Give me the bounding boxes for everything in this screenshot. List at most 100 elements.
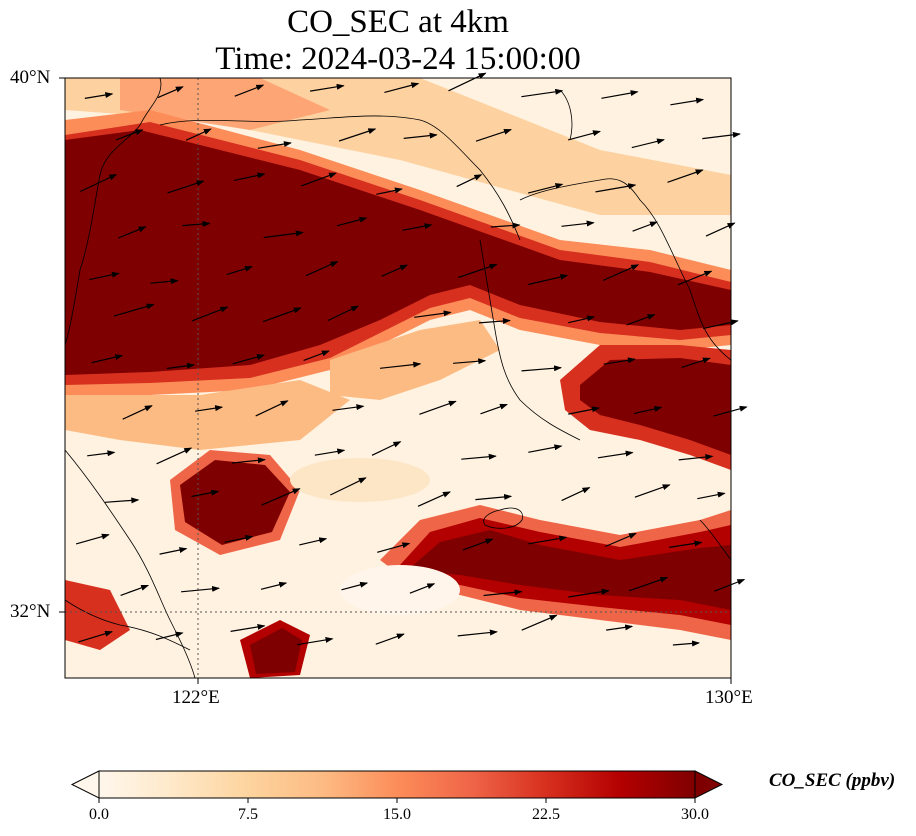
wind-arrow xyxy=(527,183,564,194)
wind-arrow xyxy=(297,636,334,646)
wind-arrow xyxy=(257,141,292,149)
wind-arrow xyxy=(301,172,337,187)
wind-arrow xyxy=(521,614,558,631)
wind-arrow xyxy=(702,131,741,140)
wind-arrow xyxy=(409,583,436,594)
wind-arrow xyxy=(480,403,508,415)
wind-arrow xyxy=(226,265,253,276)
lon-label-left: 122°E xyxy=(172,687,220,708)
wind-arrow xyxy=(310,83,345,92)
wind-arrow xyxy=(195,405,224,412)
wind-arrow xyxy=(528,444,563,453)
wind-arrow xyxy=(603,357,636,365)
wind-arrow xyxy=(89,271,120,281)
wind-arrow xyxy=(601,90,639,99)
wind-arrow xyxy=(230,623,266,632)
wind-arrow xyxy=(375,633,405,645)
wind-arrow xyxy=(681,357,711,368)
wind-arrow xyxy=(115,129,144,141)
wind-arrow xyxy=(632,221,658,232)
wind-arrow xyxy=(568,315,596,324)
wind-arrow xyxy=(261,488,301,506)
wind-arrow xyxy=(338,128,377,142)
wind-arrow xyxy=(231,457,266,464)
wind-arrow xyxy=(181,585,220,593)
wind-arrow xyxy=(262,307,302,323)
wind-arrow xyxy=(303,350,330,361)
colorbar-tick-0: 0.0 xyxy=(89,806,109,823)
wind-arrow xyxy=(628,576,669,592)
wind-arrow xyxy=(561,220,595,227)
colorbar-title: CO_SEC (ppbv) xyxy=(769,770,896,791)
lat-label-bottom: 32°N xyxy=(10,601,51,622)
wind-arrow xyxy=(634,484,671,498)
wind-vectors xyxy=(75,72,748,647)
wind-arrow xyxy=(475,493,513,501)
wind-arrow xyxy=(490,222,521,229)
wind-arrow xyxy=(567,130,601,141)
wind-arrow xyxy=(677,270,713,286)
coastlines xyxy=(65,78,731,678)
wind-arrow xyxy=(305,261,339,277)
wind-arrow xyxy=(122,405,153,420)
wind-arrow xyxy=(678,454,714,461)
wind-arrow xyxy=(419,400,457,415)
lon-label-right: 130°E xyxy=(705,687,753,708)
wind-arrow xyxy=(341,581,369,591)
wind-arrow xyxy=(299,537,328,546)
colorbar-tick-3: 22.5 xyxy=(532,806,560,823)
wind-arrow xyxy=(403,132,438,139)
wind-arrow xyxy=(561,487,591,502)
wind-arrow xyxy=(702,319,739,330)
wind-arrow xyxy=(377,542,411,553)
wind-arrow xyxy=(78,630,113,643)
wind-arrow xyxy=(157,86,184,99)
wind-arrow xyxy=(159,547,188,555)
wind-arrow xyxy=(568,406,600,415)
wind-arrow xyxy=(120,584,150,596)
map-frame xyxy=(64,77,732,679)
wind-arrow xyxy=(117,226,147,239)
wind-arrow xyxy=(478,318,511,325)
wind-arrow xyxy=(84,92,114,99)
axis-ticks xyxy=(59,77,732,684)
lat-label-top: 40°N xyxy=(10,67,51,88)
wind-arrow xyxy=(330,477,367,496)
wind-arrow xyxy=(528,535,568,545)
wind-arrow xyxy=(233,172,266,181)
wind-arrow xyxy=(605,532,637,548)
wind-arrow xyxy=(697,491,726,500)
wind-arrow xyxy=(191,306,229,322)
colorbar xyxy=(70,770,724,803)
wind-arrow xyxy=(185,128,212,141)
wind-arrow xyxy=(521,88,564,98)
wind-arrow xyxy=(191,489,220,498)
wind-arrow xyxy=(595,183,637,193)
wind-arrow xyxy=(633,405,663,415)
wind-arrow xyxy=(597,450,634,459)
wind-arrow xyxy=(483,589,523,597)
concentration-field xyxy=(65,78,731,678)
wind-arrow xyxy=(417,491,451,507)
wind-arrow xyxy=(91,354,124,364)
wind-arrow xyxy=(371,441,402,456)
map-subtitle-time: Time: 2024-03-24 15:00:00 xyxy=(215,41,581,77)
wind-arrow xyxy=(568,588,610,598)
wind-arrow xyxy=(713,405,748,417)
wind-arrow xyxy=(232,354,265,365)
wind-arrow xyxy=(381,264,409,277)
wind-arrow xyxy=(462,538,494,551)
wind-arrow xyxy=(402,223,433,231)
wind-arrow xyxy=(714,578,746,592)
wind-arrow xyxy=(602,264,640,282)
wind-arrow xyxy=(521,365,562,372)
wind-arrow xyxy=(182,220,211,227)
wind-arrow xyxy=(155,631,184,641)
wind-arrow xyxy=(104,497,140,504)
wind-arrow xyxy=(672,640,700,647)
gridlines xyxy=(65,78,731,678)
wind-arrow xyxy=(669,540,703,548)
wind-arrow xyxy=(327,305,360,322)
wind-arrow xyxy=(332,404,365,411)
wind-arrow xyxy=(384,82,420,93)
